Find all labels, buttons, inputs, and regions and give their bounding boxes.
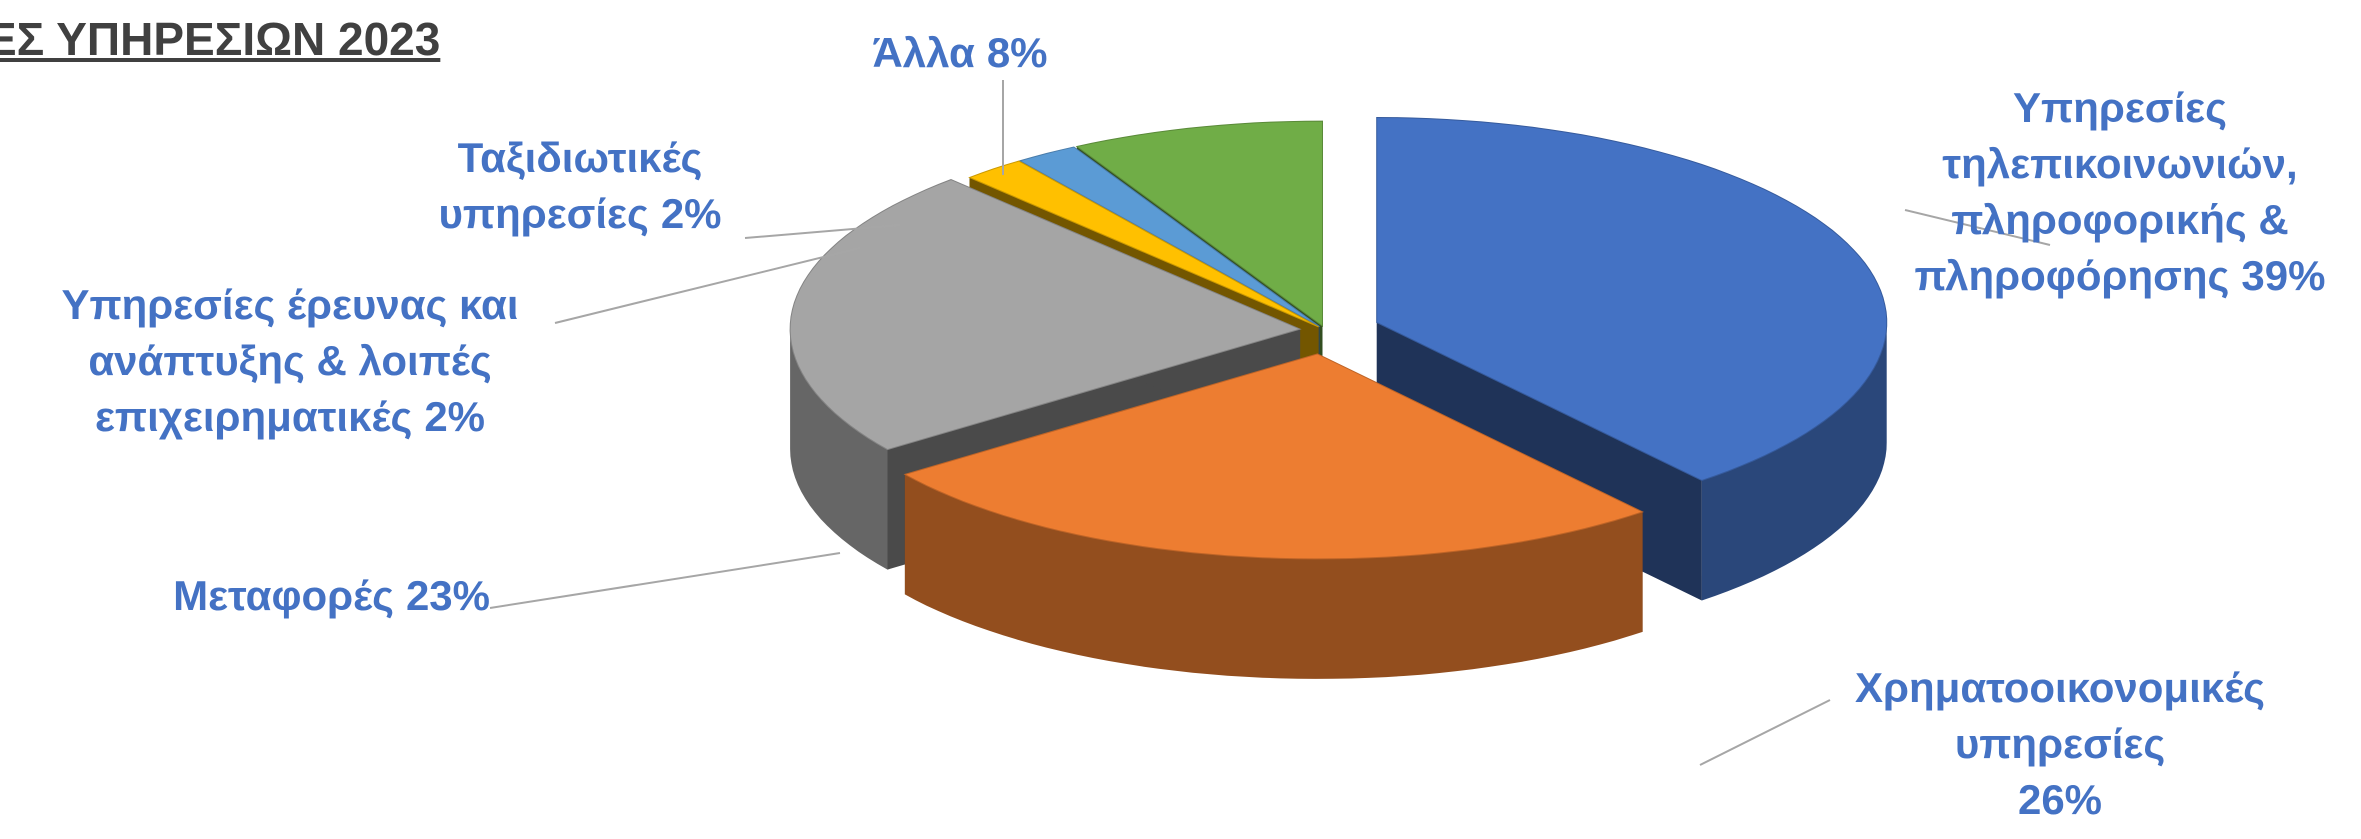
value-label: 2% bbox=[660, 190, 722, 237]
data-label: Ταξιδιωτικές υπηρεσίες 2% bbox=[410, 130, 750, 242]
leader-line bbox=[1904, 209, 2051, 246]
slice bbox=[1075, 120, 1323, 328]
leader-line bbox=[744, 224, 901, 239]
category-label: Ταξιδιωτικές υπηρεσίες bbox=[438, 134, 703, 237]
leader-line bbox=[554, 247, 861, 324]
data-label: Υπηρεσίες τηλεπικοινωνιών, πληροφορικής … bbox=[1860, 80, 2361, 304]
data-label: Υπηρεσίες έρευνας και ανάπτυξης & λοιπές… bbox=[20, 277, 560, 445]
slice bbox=[1018, 146, 1320, 328]
slice-wall bbox=[1701, 322, 1887, 601]
slice bbox=[903, 353, 1644, 560]
value-label: 39% bbox=[2241, 252, 2326, 299]
value-label: 23% bbox=[405, 572, 490, 619]
data-label: Χρηματοοικονομικές υπηρεσίες 26% bbox=[1820, 660, 2300, 828]
data-label: Άλλα 8% bbox=[800, 25, 1120, 81]
value-label: 26% bbox=[2017, 776, 2103, 823]
category-label: Υπηρεσίες έρευνας και ανάπτυξης & λοιπές… bbox=[61, 281, 519, 440]
slice bbox=[968, 160, 1319, 328]
chart-title: ΕΣ ΥΠΗΡΕΣΙΩΝ 2023 bbox=[0, 13, 441, 65]
slice-wall bbox=[904, 474, 1643, 679]
value-label: 2% bbox=[424, 393, 486, 440]
data-label: Μεταφορές 23% bbox=[60, 568, 490, 624]
category-label: Υπηρεσίες τηλεπικοινωνιών, πληροφορικής … bbox=[1914, 84, 2298, 299]
category-label: Χρηματοοικονομικές υπηρεσίες bbox=[1855, 664, 2265, 767]
leader-line bbox=[1699, 699, 1831, 766]
leader-line bbox=[489, 552, 841, 609]
slice-wall bbox=[790, 329, 888, 570]
category-label: Μεταφορές bbox=[173, 572, 394, 619]
slice bbox=[789, 179, 1302, 451]
slice bbox=[1376, 116, 1888, 482]
value-label: 8% bbox=[986, 29, 1048, 76]
category-label: Άλλα bbox=[872, 29, 975, 76]
